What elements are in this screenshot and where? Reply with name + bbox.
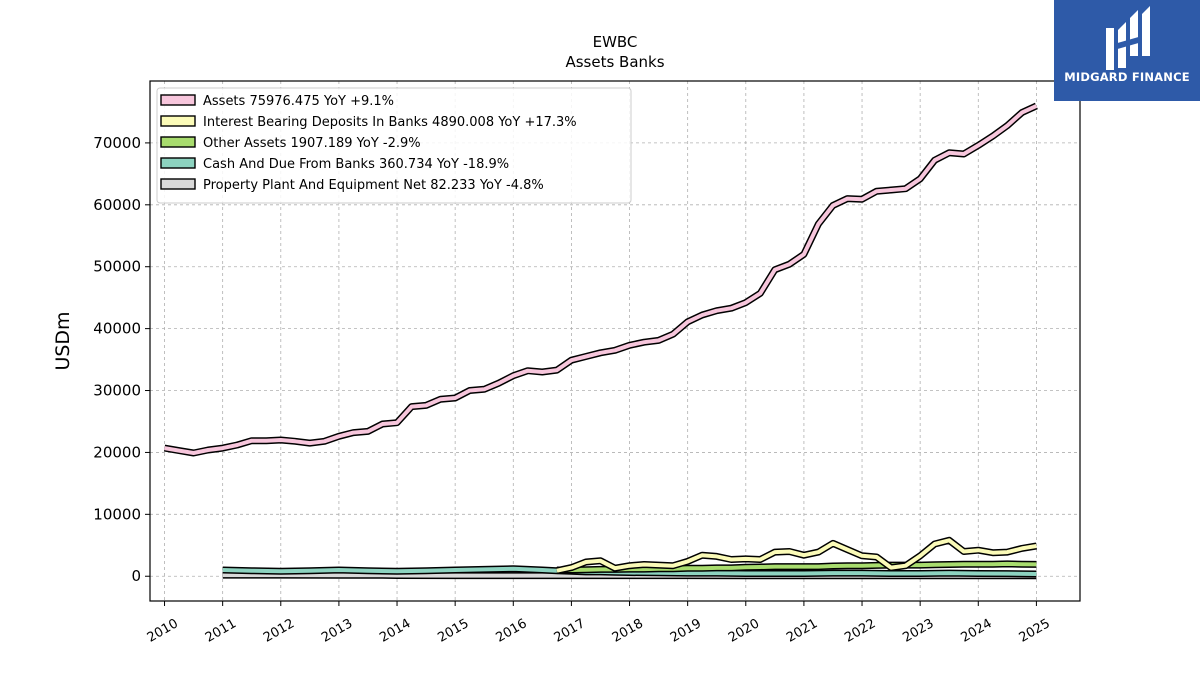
legend-swatch bbox=[160, 136, 196, 148]
chart-subtitle: Assets Banks bbox=[565, 53, 664, 71]
legend-label: Cash And Due From Banks 360.734 YoY -18.… bbox=[203, 157, 509, 172]
y-tick-label: 10000 bbox=[93, 505, 141, 523]
legend-label: Other Assets 1907.189 YoY -2.9% bbox=[203, 136, 421, 151]
legend-box bbox=[156, 87, 632, 204]
y-tick-label: 60000 bbox=[93, 196, 141, 214]
y-tick-label: 70000 bbox=[93, 134, 141, 152]
midgard-finance-logo: MIDGARD FINANCE bbox=[1054, 0, 1200, 101]
plot-frame bbox=[149, 80, 1081, 602]
series-line-interest-bearing-deposits-in-banks bbox=[556, 538, 1037, 573]
y-tick-label: 0 bbox=[131, 567, 141, 585]
chart-title: EWBC bbox=[593, 33, 638, 51]
y-tick-label: 30000 bbox=[93, 382, 141, 400]
series-line-assets bbox=[164, 104, 1038, 455]
legend-label: Interest Bearing Deposits In Banks 4890.… bbox=[203, 115, 577, 130]
legend-swatch bbox=[160, 94, 196, 106]
legend: Assets 75976.475 YoY +9.1% Interest Beari… bbox=[156, 87, 632, 204]
legend-swatch bbox=[160, 115, 196, 127]
y-tick-label: 40000 bbox=[93, 320, 141, 338]
series-line-other-assets bbox=[556, 561, 1037, 572]
y-tick-label: 50000 bbox=[93, 258, 141, 276]
logo-mark-icon bbox=[1106, 6, 1150, 70]
logo-text: MIDGARD FINANCE bbox=[1064, 70, 1190, 84]
y-tick-label: 20000 bbox=[93, 443, 141, 461]
series-layer bbox=[163, 102, 1038, 580]
legend-swatch bbox=[160, 178, 196, 190]
legend-swatch bbox=[160, 157, 196, 169]
y-axis-label: USDm bbox=[52, 311, 74, 370]
legend-label: Assets 75976.475 YoY +9.1% bbox=[203, 94, 394, 109]
legend-label: Property Plant And Equipment Net 82.233 … bbox=[203, 178, 544, 193]
